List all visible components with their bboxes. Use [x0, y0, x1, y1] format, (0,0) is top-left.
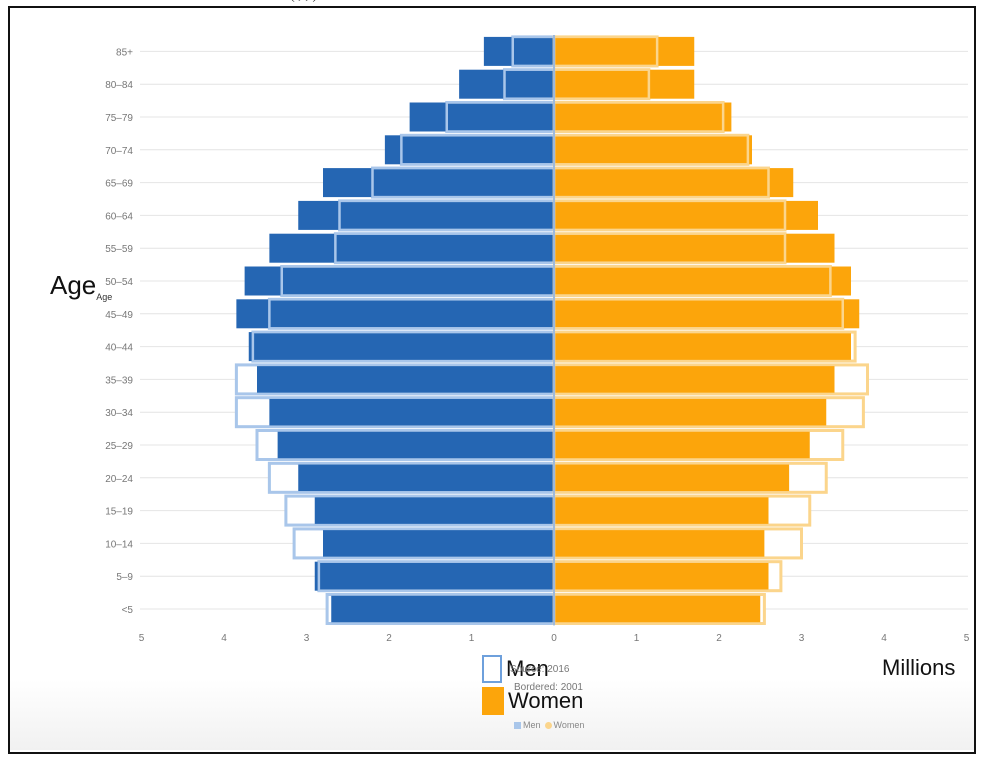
age-label: 5–9 [116, 572, 133, 583]
x-tick-label: 2 [386, 633, 392, 644]
legend-label-women: Women [508, 688, 584, 713]
bar-men-2016 [314, 561, 554, 591]
age-label: 70–74 [105, 146, 133, 157]
bar-women-2016 [554, 528, 765, 558]
y-axis-title: AgeAge [50, 270, 112, 302]
bar-men-2016 [244, 266, 554, 296]
bar-women-2016 [554, 397, 827, 427]
bar-women-2016 [554, 69, 695, 99]
age-label: 20–24 [105, 474, 133, 485]
legend-swatch-women [482, 687, 504, 715]
age-label: 75–79 [105, 113, 133, 124]
top-cropped-text: ( , ; ) [290, 0, 317, 4]
age-label: 65–69 [105, 179, 133, 190]
bar-women-2016 [554, 496, 769, 526]
bar-women-2016 [554, 430, 810, 460]
age-tick-labels: 85+ 80–84 75–79 70–74 65–69 60–64 55–59 50–54 45… [105, 47, 133, 616]
mini-swatch-men [514, 722, 521, 729]
x-tick-label: 5 [964, 633, 970, 644]
bar-men-2016 [257, 364, 554, 394]
bar-women-2016 [554, 36, 695, 66]
x-tick-labels: 5 4 3 2 1 0 1 2 3 4 5 [139, 633, 970, 644]
x-tick-label: 3 [799, 633, 805, 644]
bar-women-2016 [554, 233, 835, 263]
bar-women-2016 [554, 463, 790, 493]
bar-men-2016 [384, 135, 554, 165]
bar-men-2016 [483, 36, 554, 66]
bar-men-2016 [331, 594, 554, 624]
mini-legend-women-label: Women [553, 720, 585, 730]
legend-item-men: Men [482, 655, 549, 683]
bar-women-2016 [554, 135, 752, 165]
x-tick-label: 4 [221, 633, 227, 644]
bar-women-2016 [554, 364, 835, 394]
age-label: 40–44 [105, 343, 133, 354]
mini-legend: Men Women [514, 720, 584, 730]
bar-women-2016 [554, 299, 860, 329]
age-label: 30–34 [105, 408, 133, 419]
y-axis-title-text: Age [50, 270, 97, 300]
age-label: 60–64 [105, 211, 133, 222]
age-label: 85+ [116, 47, 133, 58]
mini-legend-men: Men [514, 720, 541, 730]
bar-men-2016 [323, 168, 554, 198]
x-tick-label: 3 [304, 633, 310, 644]
bar-women-2016 [554, 266, 851, 296]
bar-women-2016 [554, 102, 732, 132]
bar-women-2016 [554, 594, 761, 624]
age-label: 25–29 [105, 441, 133, 452]
bar-women-2016 [554, 200, 818, 230]
bar-men-2016 [269, 233, 554, 263]
age-label: 50–54 [105, 277, 133, 288]
bar-men-2016 [236, 299, 554, 329]
x-axis-title: Millions [882, 655, 956, 680]
x-tick-label: 5 [139, 633, 145, 644]
bars [234, 35, 869, 626]
y-axis-subtitle: Age [96, 292, 113, 303]
legend-item-women: Women [482, 687, 583, 715]
bar-men-2016 [459, 69, 554, 99]
age-label: 15–19 [105, 507, 133, 518]
bar-men-2016 [409, 102, 554, 132]
mini-swatch-women [544, 722, 552, 729]
x-tick-label: 4 [881, 633, 887, 644]
mini-legend-men-label: Men [523, 720, 541, 730]
mini-legend-women: Women [544, 720, 585, 730]
x-tick-label: 2 [716, 633, 722, 644]
age-label: 10–14 [105, 539, 133, 550]
bar-women-2016 [554, 561, 769, 591]
bar-men-2016 [298, 200, 554, 230]
bar-men-2016 [269, 397, 554, 427]
source-text: Source: 2016 [510, 664, 570, 675]
age-label: 35–39 [105, 375, 133, 386]
age-label: 80–84 [105, 80, 133, 91]
age-label: <5 [122, 605, 134, 616]
legend-label-men: Men [506, 656, 549, 681]
age-label: 45–49 [105, 310, 133, 321]
bar-men-2016 [248, 332, 554, 362]
bar-men-2016 [298, 463, 554, 493]
bordered-text: Bordered: 2001 [514, 682, 583, 693]
bar-men-2016 [323, 528, 554, 558]
bar-women-2016 [554, 168, 794, 198]
bar-men-2016 [277, 430, 554, 460]
bar-men-2016 [314, 496, 554, 526]
x-tick-label: 0 [551, 633, 557, 644]
bar-women-2016 [554, 332, 851, 362]
x-tick-label: 1 [469, 633, 475, 644]
legend-swatch-men [482, 655, 502, 683]
age-label: 55–59 [105, 244, 133, 255]
x-tick-label: 1 [634, 633, 640, 644]
